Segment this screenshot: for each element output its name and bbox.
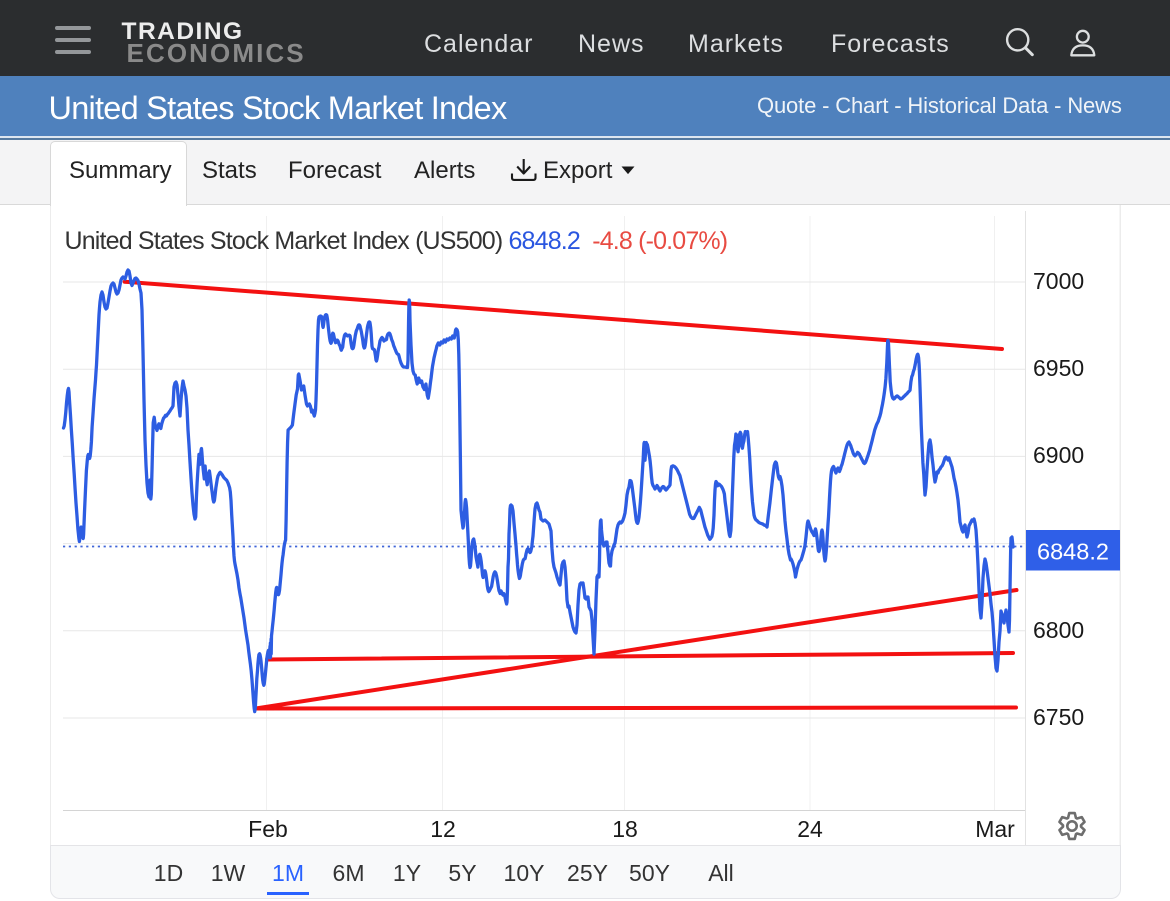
svg-text:6950: 6950 xyxy=(1033,355,1084,381)
svg-text:Mar: Mar xyxy=(975,816,1015,842)
svg-text:18: 18 xyxy=(612,816,638,842)
svg-text:7000: 7000 xyxy=(1033,268,1084,294)
svg-text:Feb: Feb xyxy=(248,816,288,842)
svg-text:12: 12 xyxy=(430,816,456,842)
svg-text:6900: 6900 xyxy=(1033,442,1084,468)
svg-text:24: 24 xyxy=(797,816,823,842)
svg-text:6800: 6800 xyxy=(1033,617,1084,643)
svg-text:6848.2: 6848.2 xyxy=(1037,539,1109,565)
svg-text:6750: 6750 xyxy=(1033,704,1084,730)
